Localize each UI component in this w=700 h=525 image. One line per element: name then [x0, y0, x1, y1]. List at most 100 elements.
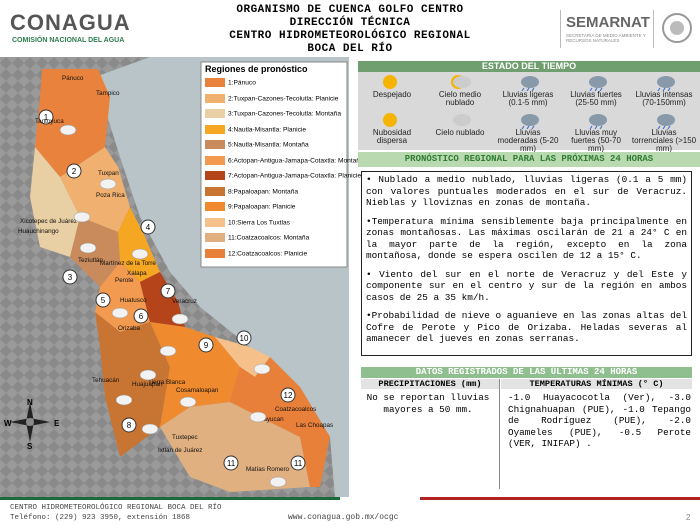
weather-icon	[383, 113, 397, 127]
weather-icon	[383, 75, 397, 89]
page-number: 2	[686, 513, 691, 522]
legend-item: 10:Sierra Los Tuxtlas	[205, 217, 290, 227]
forecast-bullet: • Nublado a medio nublado, lluvias liger…	[366, 174, 687, 208]
cloud	[453, 114, 471, 126]
legend-swatch	[205, 124, 225, 134]
weather-item: Nubosidad dispersa	[359, 111, 425, 145]
footer-line	[0, 497, 340, 500]
column-divider	[499, 379, 500, 489]
cloud	[131, 248, 149, 260]
legend-swatch	[205, 171, 225, 180]
coat-of-arms	[662, 13, 692, 43]
region-marker	[160, 283, 176, 299]
weather-label: Lluvias ligeras (0.1-5 mm)	[502, 90, 554, 107]
region-number: 2	[72, 167, 77, 176]
header-line: ORGANISMO DE CUENCA GOLFO CENTRO	[236, 4, 464, 16]
region-number: 1	[44, 113, 49, 122]
legend-item: 2:Tuxpan-Cazones-Tecolutla: Planicie	[205, 93, 338, 103]
weather-label: Cielo nublado	[435, 128, 485, 137]
city-label: Matías Romero	[246, 466, 290, 473]
weather-label: Cielo medio nublado	[438, 90, 482, 107]
city-label: Huauchinango	[18, 228, 59, 235]
city-label: Tehuacán	[92, 377, 120, 384]
region-number: 11	[227, 459, 236, 468]
city-label: Tuxtepec	[172, 434, 198, 441]
legend-item: 4:Nautla-Misantla: Planicie	[205, 124, 306, 134]
cloud	[59, 124, 77, 136]
map-region	[95, 312, 170, 457]
section-header: DATOS REGISTRADOS DE LAS ÚLTIMAS 24 HORA…	[361, 367, 692, 378]
map-region	[35, 69, 110, 177]
compass-label: E	[54, 419, 60, 428]
cloud	[657, 76, 675, 88]
map-region	[160, 402, 310, 492]
compass-label: N	[27, 398, 33, 407]
rain-drops	[521, 87, 535, 91]
compass-rose	[10, 402, 50, 442]
legend-item: 11:Coatzacoalcos: Montaña	[205, 233, 309, 242]
region-marker	[121, 417, 137, 433]
legend-label: 8:Papaloapan: Montaña	[228, 187, 299, 195]
legend: Regiones de pronóstico 1:Pánuco 2:Tuxpan-…	[201, 62, 364, 267]
emblem	[662, 13, 692, 43]
legend-title: Regiones de pronóstico	[205, 64, 308, 74]
forecast-box: • Nublado a medio nublado, lluvias liger…	[361, 171, 692, 356]
weather-item: Lluvias torrenciales (>150 mm)	[631, 111, 697, 153]
cloud	[99, 178, 117, 190]
section-header: ESTADO DEL TIEMPO	[358, 61, 700, 72]
map-region	[230, 357, 330, 487]
city-label: Huajuapan	[132, 381, 163, 388]
weather-item: Despejado	[359, 73, 425, 99]
region-number: 5	[101, 296, 106, 305]
weather-label: Despejado	[372, 90, 412, 99]
cloud	[73, 211, 91, 223]
cloud	[657, 114, 675, 126]
cloud	[589, 76, 607, 88]
region-marker	[66, 163, 82, 179]
region-number: 12	[284, 391, 293, 400]
cloud	[589, 114, 607, 126]
weather-icon	[521, 114, 539, 129]
semarnat-logo: SEMARNAT	[566, 14, 650, 31]
legend-swatch	[205, 186, 225, 196]
legend-item: 12:Coatzacoalcos: Planicie	[205, 248, 307, 258]
weather-icon	[657, 76, 675, 91]
city-label: Cosamaloapan	[176, 387, 219, 394]
map-region	[30, 147, 80, 257]
weather-icon	[453, 114, 471, 126]
city-label: Poza Rica	[96, 192, 125, 199]
sun	[383, 75, 397, 89]
logo-subtitle: COMISIÓN NACIONAL DEL AGUA	[12, 37, 125, 44]
weather-label: Lluvias fuertes (25-50 mm)	[570, 90, 622, 107]
city-label: Coatzacoalcos	[275, 406, 316, 413]
map-region	[140, 272, 185, 327]
legend-item: 6:Actopan-Antigua-Jamapa-Cotaxtla: Monta…	[205, 155, 364, 165]
region-marker	[95, 292, 111, 308]
region-number: 3	[68, 273, 73, 282]
header-line: DIRECCIÓN TÉCNICA	[289, 17, 411, 29]
cloud	[141, 423, 159, 435]
cloud	[521, 114, 539, 126]
region-marker	[62, 269, 78, 285]
weather-item: Lluvias intensas (70-150mm)	[631, 73, 697, 107]
forecast-bullet: •Temperatura mínima sensiblemente baja p…	[366, 215, 687, 262]
city-label: Tampico	[96, 90, 120, 97]
legend-label: 7:Actopan-Antigua-Jamapa-Cotaxtla: Plani…	[228, 172, 362, 180]
city-label: Huatusco	[120, 297, 147, 304]
weather-item: Lluvias ligeras (0.1-5 mm)	[495, 73, 561, 107]
region-number: 7	[166, 287, 171, 296]
legend-swatch	[205, 248, 225, 258]
legend-swatch	[205, 233, 225, 242]
weather-label: Nubosidad dispersa	[372, 128, 412, 145]
region-marker	[280, 387, 296, 403]
compass	[10, 402, 50, 442]
temperature-text: -1.0 Huayacocotla (Ver), -3.0 Chignahuap…	[508, 392, 691, 449]
cloud	[111, 307, 129, 319]
legend-swatch	[205, 93, 225, 103]
rain-drops	[521, 125, 535, 129]
